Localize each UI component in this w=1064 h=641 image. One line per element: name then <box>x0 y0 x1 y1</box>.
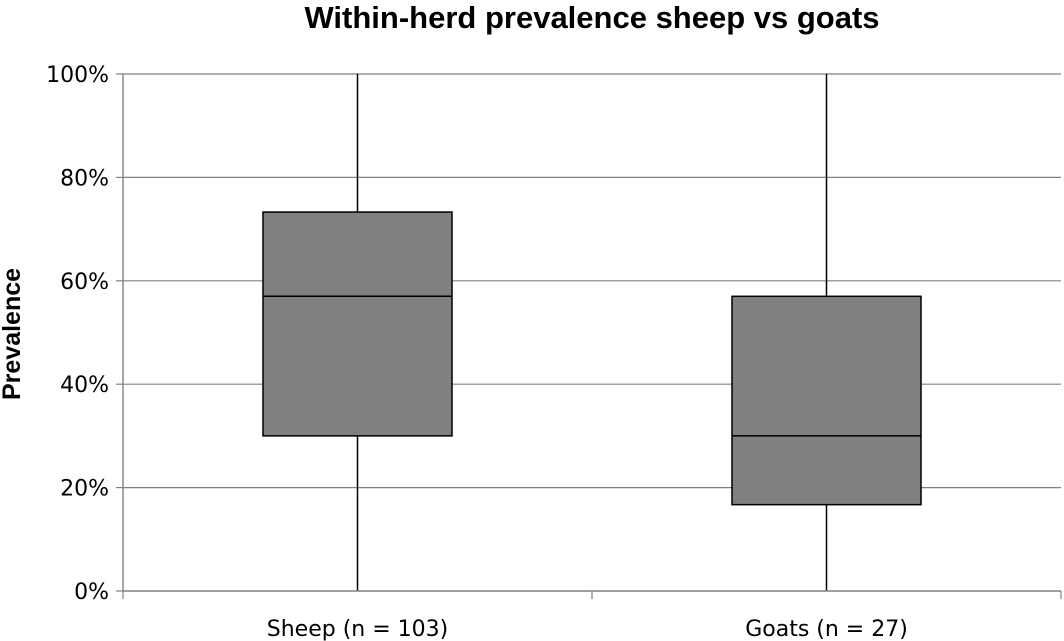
axis-labels: 0% 20% 40% 60% 80% 100% Sheep (n = 103) Goats (… <box>46 63 908 641</box>
y-tick-label: 60% <box>60 270 109 295</box>
box <box>262 211 453 437</box>
y-axis-label: Prevalence <box>0 268 26 400</box>
y-tick-label: 0% <box>74 580 109 605</box>
y-tick-label: 80% <box>60 166 109 191</box>
boxes <box>262 74 922 591</box>
y-tick-label: 20% <box>60 477 109 502</box>
y-tick-label: 100% <box>46 63 109 88</box>
x-tick-label: Sheep (n = 103) <box>267 617 448 641</box>
chart-title: Within-herd prevalence sheep vs goats <box>304 0 879 35</box>
x-tick-label: Goats (n = 27) <box>745 617 908 641</box>
axes <box>116 73 1062 599</box>
y-tick-label: 40% <box>60 373 109 398</box>
box <box>731 295 922 506</box>
